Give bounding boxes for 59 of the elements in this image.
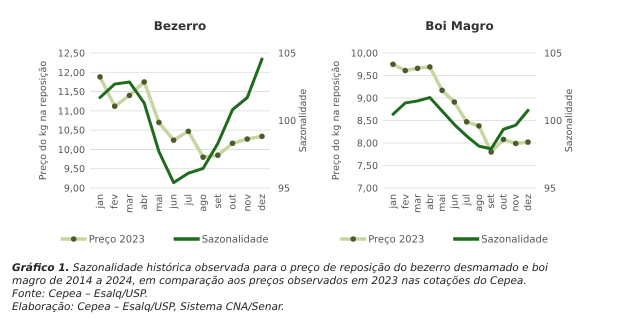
y2-tick-label: 95: [278, 184, 290, 194]
y-tick-label: 8,00: [356, 138, 378, 150]
y2-tick-label: 105: [544, 48, 562, 60]
y-tick-label: 9,00: [356, 94, 378, 104]
y2-axis-title: Sazonalidade: [298, 88, 309, 152]
x-tick-label: mar: [124, 194, 136, 213]
x-tick-label: jul: [183, 194, 194, 206]
chart-title: Bezerro: [154, 19, 206, 33]
y2-tick-label: 105: [278, 48, 296, 60]
legend-label: Preço 2023: [368, 234, 424, 246]
y-tick-label: 12,50: [58, 48, 85, 60]
y-tick-label: 12,00: [58, 68, 85, 79]
x-tick-label: jun: [168, 194, 180, 210]
y2-tick-label: 100: [278, 116, 296, 127]
y-axis-title: Preço do kg na reposição: [38, 60, 49, 180]
y-tick-label: 11,00: [58, 106, 85, 118]
x-tick-label: out: [228, 194, 239, 210]
x-tick-label: mar: [412, 194, 424, 213]
text: Gráfico 1.: [12, 262, 70, 274]
x-tick-label: out: [498, 194, 510, 210]
y-tick-label: 7,50: [356, 161, 378, 172]
text: Elaboração: Cepea – Esalq/USP, Sistema CNA/Senar.: [12, 301, 286, 314]
x-tick-label: abr: [424, 194, 436, 210]
x-tick-label: nov: [242, 194, 254, 212]
y2-tick-label: 100: [544, 116, 562, 127]
x-tick-label: set: [212, 194, 224, 209]
x-tick-label: fev: [400, 194, 412, 209]
x-tick-label: abr: [139, 194, 150, 210]
chart-title: Boi Magro: [425, 19, 494, 33]
source-note: Fonte: Cepea – Esalq/USP.: [12, 288, 150, 301]
x-tick-label: dez: [523, 194, 534, 211]
legend-label: Preço 2023: [88, 234, 145, 246]
y-tick-label: 7,00: [356, 184, 378, 194]
y-tick-label: 11,50: [58, 87, 85, 98]
y-tick-label: 9,00: [64, 184, 85, 194]
x-tick-label: nov: [510, 194, 522, 212]
legend-label: Sazonalidade: [481, 234, 548, 246]
x-tick-label: jun: [449, 194, 460, 210]
y-tick-label: 8,50: [356, 116, 378, 127]
x-tick-label: mai: [154, 194, 165, 212]
x-tick-label: mai: [437, 194, 448, 212]
x-tick-label: jul: [462, 194, 473, 206]
x-tick-label: fev: [110, 194, 121, 209]
x-tick-label: jan: [95, 194, 106, 210]
y-tick-label: 9,50: [64, 164, 85, 176]
line-series: [98, 58, 264, 184]
y-tick-label: 9,50: [356, 71, 378, 82]
y2-axis-title: Sazonalidade: [564, 88, 575, 152]
x-tick-label: ago: [198, 194, 210, 212]
y2-tick-label: 95: [544, 184, 556, 194]
y-tick-label: 10,00: [350, 48, 378, 60]
x-tick-label: jan: [388, 194, 399, 210]
y-tick-label: 10,00: [58, 144, 85, 156]
y-tick-label: 10,50: [58, 126, 85, 137]
x-tick-label: ago: [474, 194, 485, 212]
legend-label: Sazonalidade: [202, 234, 269, 246]
x-tick-label: dez: [257, 194, 268, 211]
x-tick-label: set: [486, 194, 498, 209]
y-axis-title: Preço do kg na reposição: [331, 60, 342, 180]
